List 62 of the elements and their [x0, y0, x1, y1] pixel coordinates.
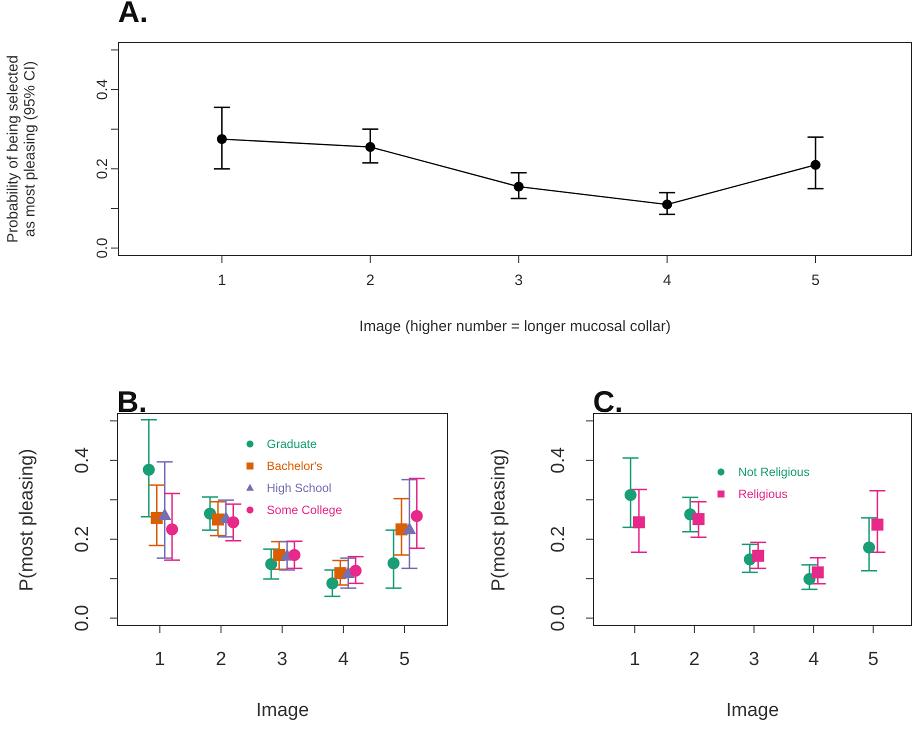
chart-title: A. [118, 0, 148, 29]
x-tick-label: 2 [216, 649, 226, 670]
legend-label: Not Religious [738, 465, 810, 479]
x-tick-label: 4 [338, 649, 350, 670]
x-tick-label: 2 [366, 272, 374, 289]
point [662, 199, 672, 210]
legend-label: Some College [266, 503, 342, 517]
point [350, 564, 362, 577]
point [265, 558, 278, 570]
point [812, 566, 824, 578]
x-axis-title: Image [255, 700, 310, 722]
point [388, 557, 400, 570]
y-tick-label: 0.4 [72, 446, 93, 474]
point [514, 182, 524, 192]
point [216, 134, 227, 144]
y-tick-label: 0.2 [72, 526, 93, 552]
x-tick-label: 2 [689, 649, 700, 670]
legend-label: Religious [738, 487, 788, 501]
point [166, 523, 178, 536]
point [810, 160, 821, 170]
point [632, 516, 645, 528]
y-tick-label: 0.4 [94, 79, 111, 100]
point [410, 510, 423, 522]
x-tick-label: 5 [811, 272, 820, 289]
x-tick-label: 3 [748, 649, 760, 670]
x-tick-label: 3 [514, 272, 523, 289]
x-tick-label: 3 [276, 649, 288, 670]
point [158, 508, 172, 520]
y-tick-label: 0.0 [548, 604, 569, 632]
y-axis-title: P(most pleasing) [488, 448, 510, 591]
y-tick-label: 0.0 [72, 604, 93, 632]
point [863, 542, 876, 554]
x-tick-label: 1 [629, 649, 640, 670]
x-tick-label: 1 [154, 649, 166, 670]
x-axis-title: Image [725, 700, 780, 722]
y-axis-title: P(most pleasing) [16, 448, 38, 591]
chart-title: C. [593, 386, 623, 419]
y-tick-label: 0.4 [548, 446, 569, 474]
legend-label: Graduate [266, 437, 317, 451]
legend-label: Bachelor's [266, 459, 322, 473]
x-tick-label: 5 [399, 649, 410, 670]
x-tick-label: 4 [808, 649, 820, 670]
point [227, 516, 240, 528]
point [402, 522, 416, 534]
point [871, 518, 884, 531]
y-tick-label: 0.2 [548, 526, 569, 552]
y-tick-label: 0.2 [94, 158, 111, 180]
x-tick-label: 5 [868, 649, 879, 670]
x-axis-title: Image (higher number = longer mucosal collar) [358, 318, 672, 335]
point [365, 142, 376, 152]
point [692, 513, 705, 526]
legend-label: High School [266, 481, 332, 495]
y-axis-title: Probability of being selected as most pleasing (95% CI) [4, 55, 38, 243]
y-tick-label: 0.0 [94, 238, 111, 259]
chart-title: B. [117, 386, 147, 419]
point [288, 549, 300, 561]
point [624, 489, 637, 502]
x-tick-label: 1 [218, 272, 226, 289]
point [142, 464, 155, 476]
point [752, 550, 764, 562]
point [326, 577, 338, 590]
x-tick-label: 4 [662, 272, 672, 289]
